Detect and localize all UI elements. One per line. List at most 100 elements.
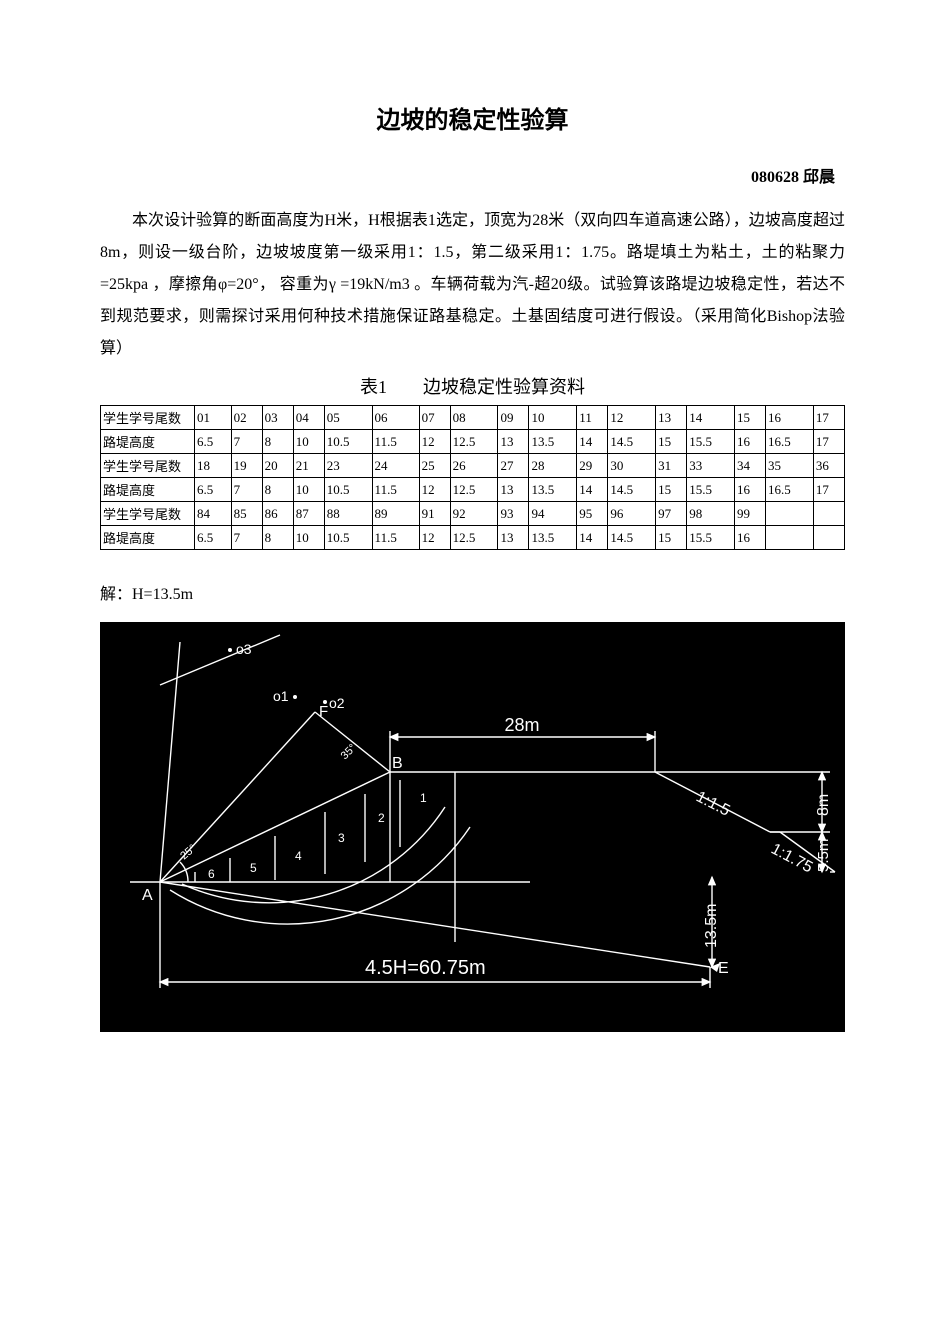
table-cell: 16 xyxy=(735,526,766,550)
table-cell: 31 xyxy=(656,454,687,478)
table-cell: 路堤高度 xyxy=(101,526,195,550)
table-cell: 10.5 xyxy=(324,478,372,502)
table-cell: 14 xyxy=(577,526,608,550)
table-cell: 27 xyxy=(498,454,529,478)
table-cell: 8 xyxy=(262,478,293,502)
table-cell: 7 xyxy=(231,478,262,502)
table-cell: 11.5 xyxy=(372,526,419,550)
slope-diagram: 12345625°35°28m4.5H=60.75m8m5.5m13.5m1:1… xyxy=(100,622,845,1032)
svg-text:3: 3 xyxy=(338,831,345,845)
table-cell: 14.5 xyxy=(608,478,656,502)
author-line: 080628 邱晨 xyxy=(100,163,845,187)
svg-text:A: A xyxy=(142,887,153,904)
table-cell: 14.5 xyxy=(608,526,656,550)
table-cell xyxy=(813,526,844,550)
table-cell: 03 xyxy=(262,406,293,430)
table-cell: 89 xyxy=(372,502,419,526)
table-cell: 7 xyxy=(231,526,262,550)
data-table: 学生学号尾数0102030405060708091011121314151617… xyxy=(100,405,845,550)
table-cell: 10 xyxy=(529,406,577,430)
svg-text:4: 4 xyxy=(295,849,302,863)
table-cell: 98 xyxy=(687,502,735,526)
table-cell: 12.5 xyxy=(450,526,498,550)
table-cell: 16 xyxy=(735,478,766,502)
table-cell: 26 xyxy=(450,454,498,478)
table-cell: 12 xyxy=(608,406,656,430)
table-cell: 02 xyxy=(231,406,262,430)
table-cell: 24 xyxy=(372,454,419,478)
table-cell: 17 xyxy=(813,406,844,430)
table-cell: 30 xyxy=(608,454,656,478)
table-cell: 91 xyxy=(419,502,450,526)
table-cell: 97 xyxy=(656,502,687,526)
table-cell: 11.5 xyxy=(372,430,419,454)
table-cell: 13.5 xyxy=(529,478,577,502)
table-cell: 路堤高度 xyxy=(101,430,195,454)
table-cell: 17 xyxy=(813,430,844,454)
problem-paragraph: 本次设计验算的断面高度为H米，H根据表1选定，顶宽为28米（双向四车道高速公路）… xyxy=(100,205,845,365)
table-cell: 15.5 xyxy=(687,526,735,550)
table-cell: 6.5 xyxy=(195,478,232,502)
table-cell: 93 xyxy=(498,502,529,526)
table-cell: 13 xyxy=(656,406,687,430)
table-cell: 87 xyxy=(293,502,324,526)
table-cell: 85 xyxy=(231,502,262,526)
table-cell: 11 xyxy=(577,406,608,430)
table-cell: 18 xyxy=(195,454,232,478)
table-caption: 表1 边坡稳定性验算资料 xyxy=(100,373,845,399)
svg-text:28m: 28m xyxy=(505,715,540,735)
table-cell: 16 xyxy=(735,430,766,454)
table-cell: 16.5 xyxy=(766,478,814,502)
table-cell: 路堤高度 xyxy=(101,478,195,502)
table-cell: 15.5 xyxy=(687,430,735,454)
svg-text:o3: o3 xyxy=(236,641,252,657)
svg-text:o1: o1 xyxy=(273,688,289,704)
svg-text:4.5H=60.75m: 4.5H=60.75m xyxy=(365,957,486,979)
table-cell: 10 xyxy=(293,526,324,550)
table-cell: 13 xyxy=(498,478,529,502)
table-cell: 12 xyxy=(419,430,450,454)
table-cell: 10.5 xyxy=(324,430,372,454)
table-cell: 94 xyxy=(529,502,577,526)
table-cell: 12 xyxy=(419,526,450,550)
table-cell: 29 xyxy=(577,454,608,478)
table-cell: 13.5 xyxy=(529,430,577,454)
table-cell: 学生学号尾数 xyxy=(101,406,195,430)
table-cell: 07 xyxy=(419,406,450,430)
table-cell: 96 xyxy=(608,502,656,526)
table-cell: 12 xyxy=(419,478,450,502)
table-cell: 14 xyxy=(577,430,608,454)
table-cell: 14 xyxy=(687,406,735,430)
svg-text:B: B xyxy=(392,755,403,772)
table-cell: 95 xyxy=(577,502,608,526)
table-cell xyxy=(766,502,814,526)
table-row: 路堤高度6.5781010.511.51212.51313.51414.5151… xyxy=(101,526,845,550)
table-cell: 13.5 xyxy=(529,526,577,550)
table-cell: 13 xyxy=(498,526,529,550)
svg-text:5.5m: 5.5m xyxy=(815,839,832,872)
svg-text:F: F xyxy=(319,703,328,720)
table-cell: 10.5 xyxy=(324,526,372,550)
table-cell: 10 xyxy=(293,430,324,454)
table-cell: 33 xyxy=(687,454,735,478)
table-cell: 12.5 xyxy=(450,478,498,502)
table-row: 路堤高度6.5781010.511.51212.51313.51414.5151… xyxy=(101,478,845,502)
table-cell: 99 xyxy=(735,502,766,526)
table-row: 学生学号尾数0102030405060708091011121314151617 xyxy=(101,406,845,430)
table-cell: 17 xyxy=(813,478,844,502)
table-cell: 13 xyxy=(498,430,529,454)
table-cell xyxy=(766,526,814,550)
table-cell: 28 xyxy=(529,454,577,478)
solution-line: 解：H=13.5m xyxy=(100,580,845,604)
table-row: 学生学号尾数1819202123242526272829303133343536 xyxy=(101,454,845,478)
table-cell: 04 xyxy=(293,406,324,430)
table-cell: 36 xyxy=(813,454,844,478)
table-cell: 11.5 xyxy=(372,478,419,502)
table-row: 路堤高度6.5781010.511.51212.51313.51414.5151… xyxy=(101,430,845,454)
table-cell: 88 xyxy=(324,502,372,526)
table-cell: 84 xyxy=(195,502,232,526)
table-cell: 20 xyxy=(262,454,293,478)
table-cell: 25 xyxy=(419,454,450,478)
svg-text:1: 1 xyxy=(420,791,427,805)
svg-text:2: 2 xyxy=(378,811,385,825)
